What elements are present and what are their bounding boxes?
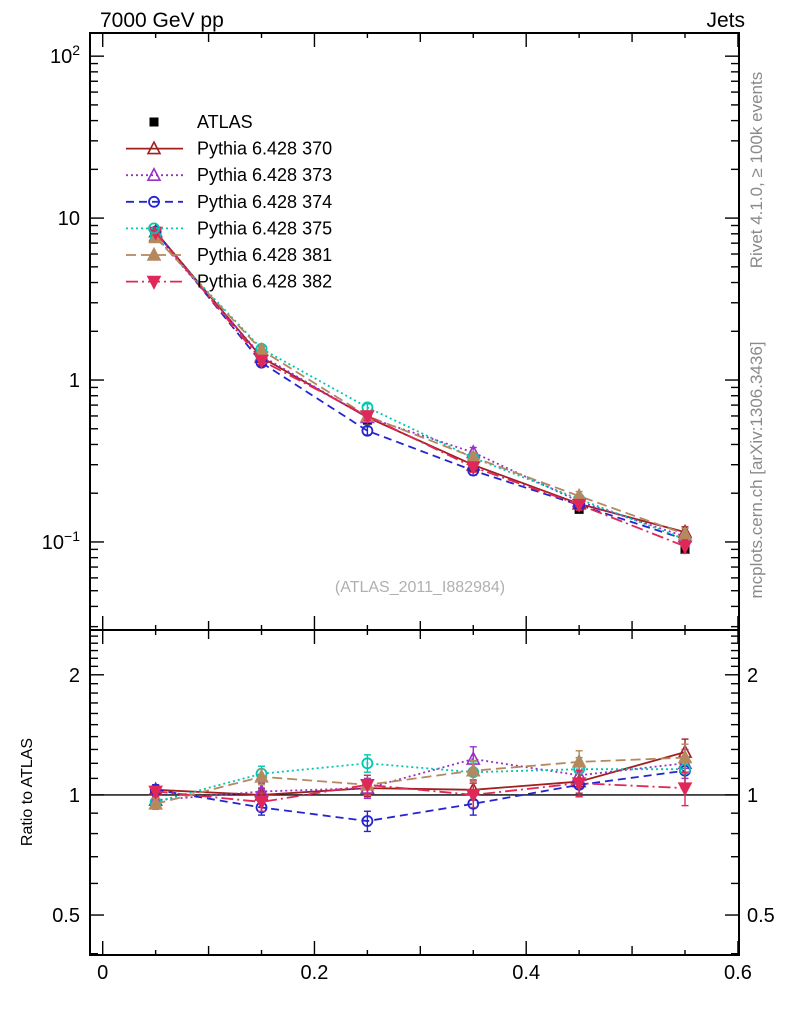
mcplots-arxiv-label: mcplots.cern.ch [arXiv:1306.3436] bbox=[747, 341, 766, 598]
legend-entry-pythia-6-428-373: Pythia 6.428 373 bbox=[126, 165, 332, 185]
y-tick-label: 10−1 bbox=[42, 528, 80, 554]
ratio-tick-label-left: 2 bbox=[69, 665, 80, 687]
legend-label: ATLAS bbox=[197, 112, 253, 132]
ratio-tick-label-left: 1 bbox=[69, 785, 80, 807]
legend-label: Pythia 6.428 370 bbox=[197, 139, 332, 159]
ratio-pythia-6-428-370 bbox=[148, 738, 693, 803]
legend-label: Pythia 6.428 375 bbox=[197, 218, 332, 238]
legend-entry-pythia-6-428-375: Pythia 6.428 375 bbox=[126, 218, 332, 238]
plot-frames bbox=[89, 32, 740, 956]
x-tick-label: 0 bbox=[97, 962, 108, 984]
main-panel-series bbox=[148, 223, 693, 555]
ratio-tick-label-right: 2 bbox=[747, 665, 758, 687]
legend-label: Pythia 6.428 374 bbox=[197, 192, 332, 212]
ratio-tick-label-left: 0.5 bbox=[52, 905, 80, 927]
legend-entry-pythia-6-428-370: Pythia 6.428 370 bbox=[126, 139, 332, 159]
ratio-tick-label-right: 0.5 bbox=[747, 905, 775, 927]
legend-label: Pythia 6.428 373 bbox=[197, 165, 332, 185]
ratio-panel-series bbox=[90, 738, 739, 833]
rivet-version-label: Rivet 4.1.0, ≥ 100k events bbox=[747, 72, 766, 268]
ratio-pythia-6-428-382 bbox=[148, 769, 693, 812]
ratio-tick-label-right: 1 bbox=[747, 785, 758, 807]
title-analysis-group: Jets bbox=[706, 9, 745, 32]
y-tick-label: 102 bbox=[50, 42, 80, 68]
x-tick-label: 0.4 bbox=[512, 962, 540, 984]
y-tick-label: 10 bbox=[58, 208, 80, 230]
legend-entry-atlas: ATLAS bbox=[149, 112, 253, 132]
analysis-id-watermark: (ATLAS_2011_I882984) bbox=[335, 579, 505, 596]
legend-entry-pythia-6-428-382: Pythia 6.428 382 bbox=[126, 272, 332, 292]
legend-entry-pythia-6-428-374: Pythia 6.428 374 bbox=[126, 192, 332, 212]
legend: ATLAS Pythia 6.428 370 Pythia 6.428 373 Pyt… bbox=[126, 112, 332, 292]
ratio-pythia-6-428-373 bbox=[148, 746, 693, 807]
y-tick-label: 1 bbox=[69, 370, 80, 392]
legend-entry-pythia-6-428-381: Pythia 6.428 381 bbox=[126, 245, 332, 265]
legend-label: Pythia 6.428 381 bbox=[197, 245, 332, 265]
x-tick-label: 0.6 bbox=[724, 962, 752, 984]
ratio-axis-title: Ratio to ATLAS bbox=[19, 738, 36, 846]
legend-label: Pythia 6.428 382 bbox=[197, 272, 332, 292]
axis-ticks bbox=[90, 33, 739, 955]
title-beam-energy: 7000 GeV pp bbox=[100, 9, 224, 32]
x-tick-label: 0.2 bbox=[301, 962, 329, 984]
axis-tick-labels: 102 10 1 10−1 2 2 1 1 0.5 0.5 0 0.2 0.4 0.6 bbox=[42, 42, 775, 984]
